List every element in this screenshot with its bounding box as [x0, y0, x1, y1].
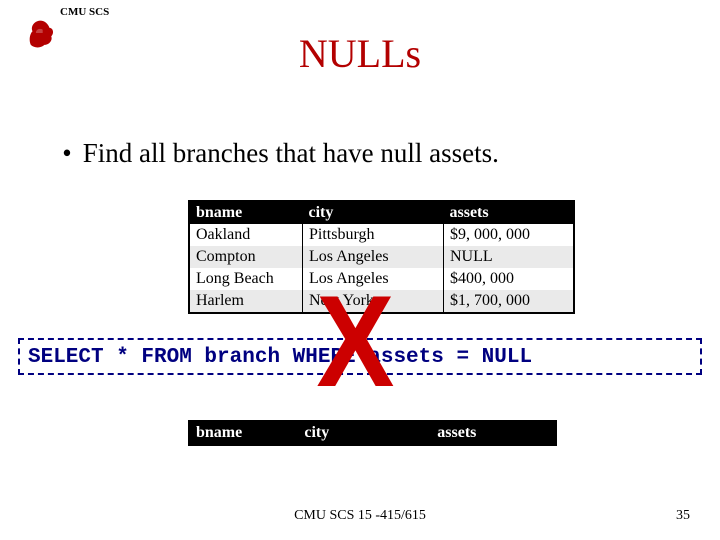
- result-table: bname city assets: [188, 420, 557, 446]
- table-row: Compton Los Angeles NULL: [189, 246, 574, 268]
- col-header: city: [303, 201, 444, 224]
- table-row: Harlem New York $1, 700, 000: [189, 290, 574, 313]
- slide-title: NULLs: [0, 30, 720, 77]
- col-header: bname: [189, 201, 303, 224]
- branch-table: bname city assets Oakland Pittsburgh $9,…: [188, 200, 575, 314]
- header-label: CMU SCS: [60, 6, 109, 18]
- bullet-dot: •: [58, 138, 76, 169]
- footer-course: CMU SCS 15 -415/615: [0, 508, 720, 524]
- table-header-row: bname city assets: [189, 201, 574, 224]
- col-header: bname: [189, 421, 298, 445]
- table-row: Oakland Pittsburgh $9, 000, 000: [189, 224, 574, 246]
- bullet-line: • Find all branches that have null asset…: [58, 138, 499, 169]
- footer-page-number: 35: [676, 508, 690, 524]
- col-header: assets: [431, 421, 556, 445]
- col-header: assets: [444, 201, 575, 224]
- table-row: Long Beach Los Angeles $400, 000: [189, 268, 574, 290]
- table-header-row: bname city assets: [189, 421, 556, 445]
- sql-statement: SELECT * FROM branch WHERE assets = NULL: [18, 338, 702, 375]
- col-header: city: [298, 421, 431, 445]
- bullet-text: Find all branches that have null assets.: [83, 138, 499, 168]
